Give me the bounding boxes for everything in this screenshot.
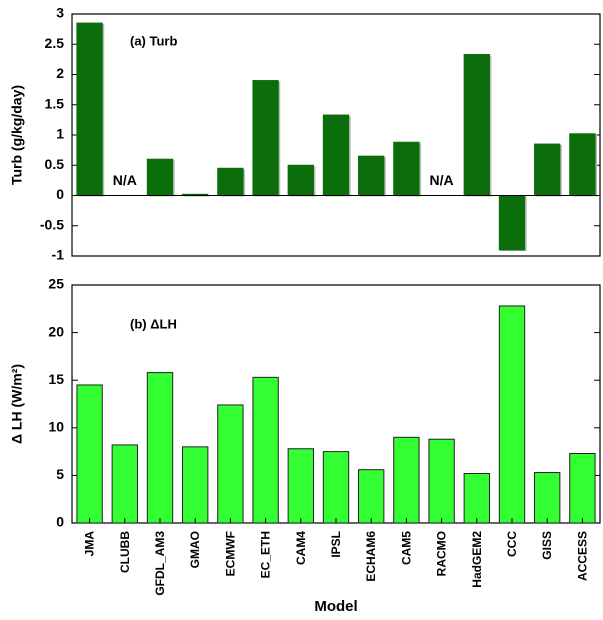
bar (358, 155, 385, 197)
bar (534, 472, 561, 524)
bar (217, 404, 244, 524)
panel-title: (b) ΔLH (130, 316, 177, 331)
y-axis-label: Turb (g/kg/day) (9, 85, 25, 185)
x-tick-label: GISS (540, 531, 554, 560)
value-label: N/A (430, 172, 454, 188)
x-tick-label: JMA (83, 531, 97, 557)
y-tick-label: 3 (56, 5, 64, 21)
x-tick-label: CLUBB (118, 531, 132, 573)
bar (146, 158, 174, 196)
bar (146, 372, 174, 524)
bar (498, 195, 526, 251)
bar (111, 444, 138, 524)
value-label: N/A (113, 172, 137, 188)
bar (287, 448, 314, 524)
x-tick-label: HadGEM2 (470, 531, 484, 588)
y-tick-label: 2.5 (45, 35, 65, 51)
bar (217, 167, 244, 196)
y-tick-label: 10 (48, 419, 64, 435)
x-tick-label: EC_ETH (259, 531, 273, 578)
bar (393, 436, 420, 524)
y-tick-label: 1 (56, 126, 64, 142)
bar (569, 453, 596, 524)
bar (498, 305, 526, 524)
panel-title: (a) Turb (130, 33, 177, 48)
y-tick-label: 0 (56, 186, 64, 202)
bar (76, 384, 103, 524)
bar (76, 22, 103, 197)
x-tick-label: ECMWF (223, 531, 237, 576)
bar (569, 133, 596, 196)
x-tick-label: IPSL (329, 531, 343, 558)
bar (428, 438, 455, 524)
y-tick-label: 15 (48, 371, 64, 387)
x-tick-label: GMAO (188, 531, 202, 568)
x-tick-label: RACMO (435, 531, 449, 576)
bar (322, 451, 350, 524)
bar (463, 472, 490, 524)
bar (393, 141, 420, 196)
y-tick-label: -1 (52, 247, 65, 263)
y-tick-label: 1.5 (45, 95, 65, 111)
y-axis-label: Δ LH (W/m²) (9, 364, 25, 444)
x-tick-label: CAM5 (399, 531, 413, 565)
y-tick-label: 5 (56, 466, 64, 482)
bar (322, 114, 350, 196)
x-tick-label: CAM4 (294, 531, 308, 565)
bar (287, 164, 314, 196)
x-tick-label: GFDL_AM3 (153, 531, 167, 596)
y-tick-label: 2 (56, 65, 64, 81)
bar (463, 54, 490, 196)
y-tick-label: 0.5 (45, 156, 65, 172)
bar (534, 143, 561, 196)
x-tick-label: ECHAM6 (364, 531, 378, 582)
y-tick-label: -0.5 (40, 216, 64, 232)
y-tick-label: 0 (56, 514, 64, 530)
x-tick-label: ACCESS (575, 531, 589, 581)
y-tick-label: 25 (48, 276, 64, 292)
x-axis-label: Model (314, 598, 357, 615)
bar (182, 446, 209, 524)
bar (358, 469, 385, 524)
bar (252, 376, 279, 524)
y-tick-label: 20 (48, 323, 64, 339)
x-tick-label: CCC (505, 531, 519, 557)
bar (252, 80, 279, 196)
